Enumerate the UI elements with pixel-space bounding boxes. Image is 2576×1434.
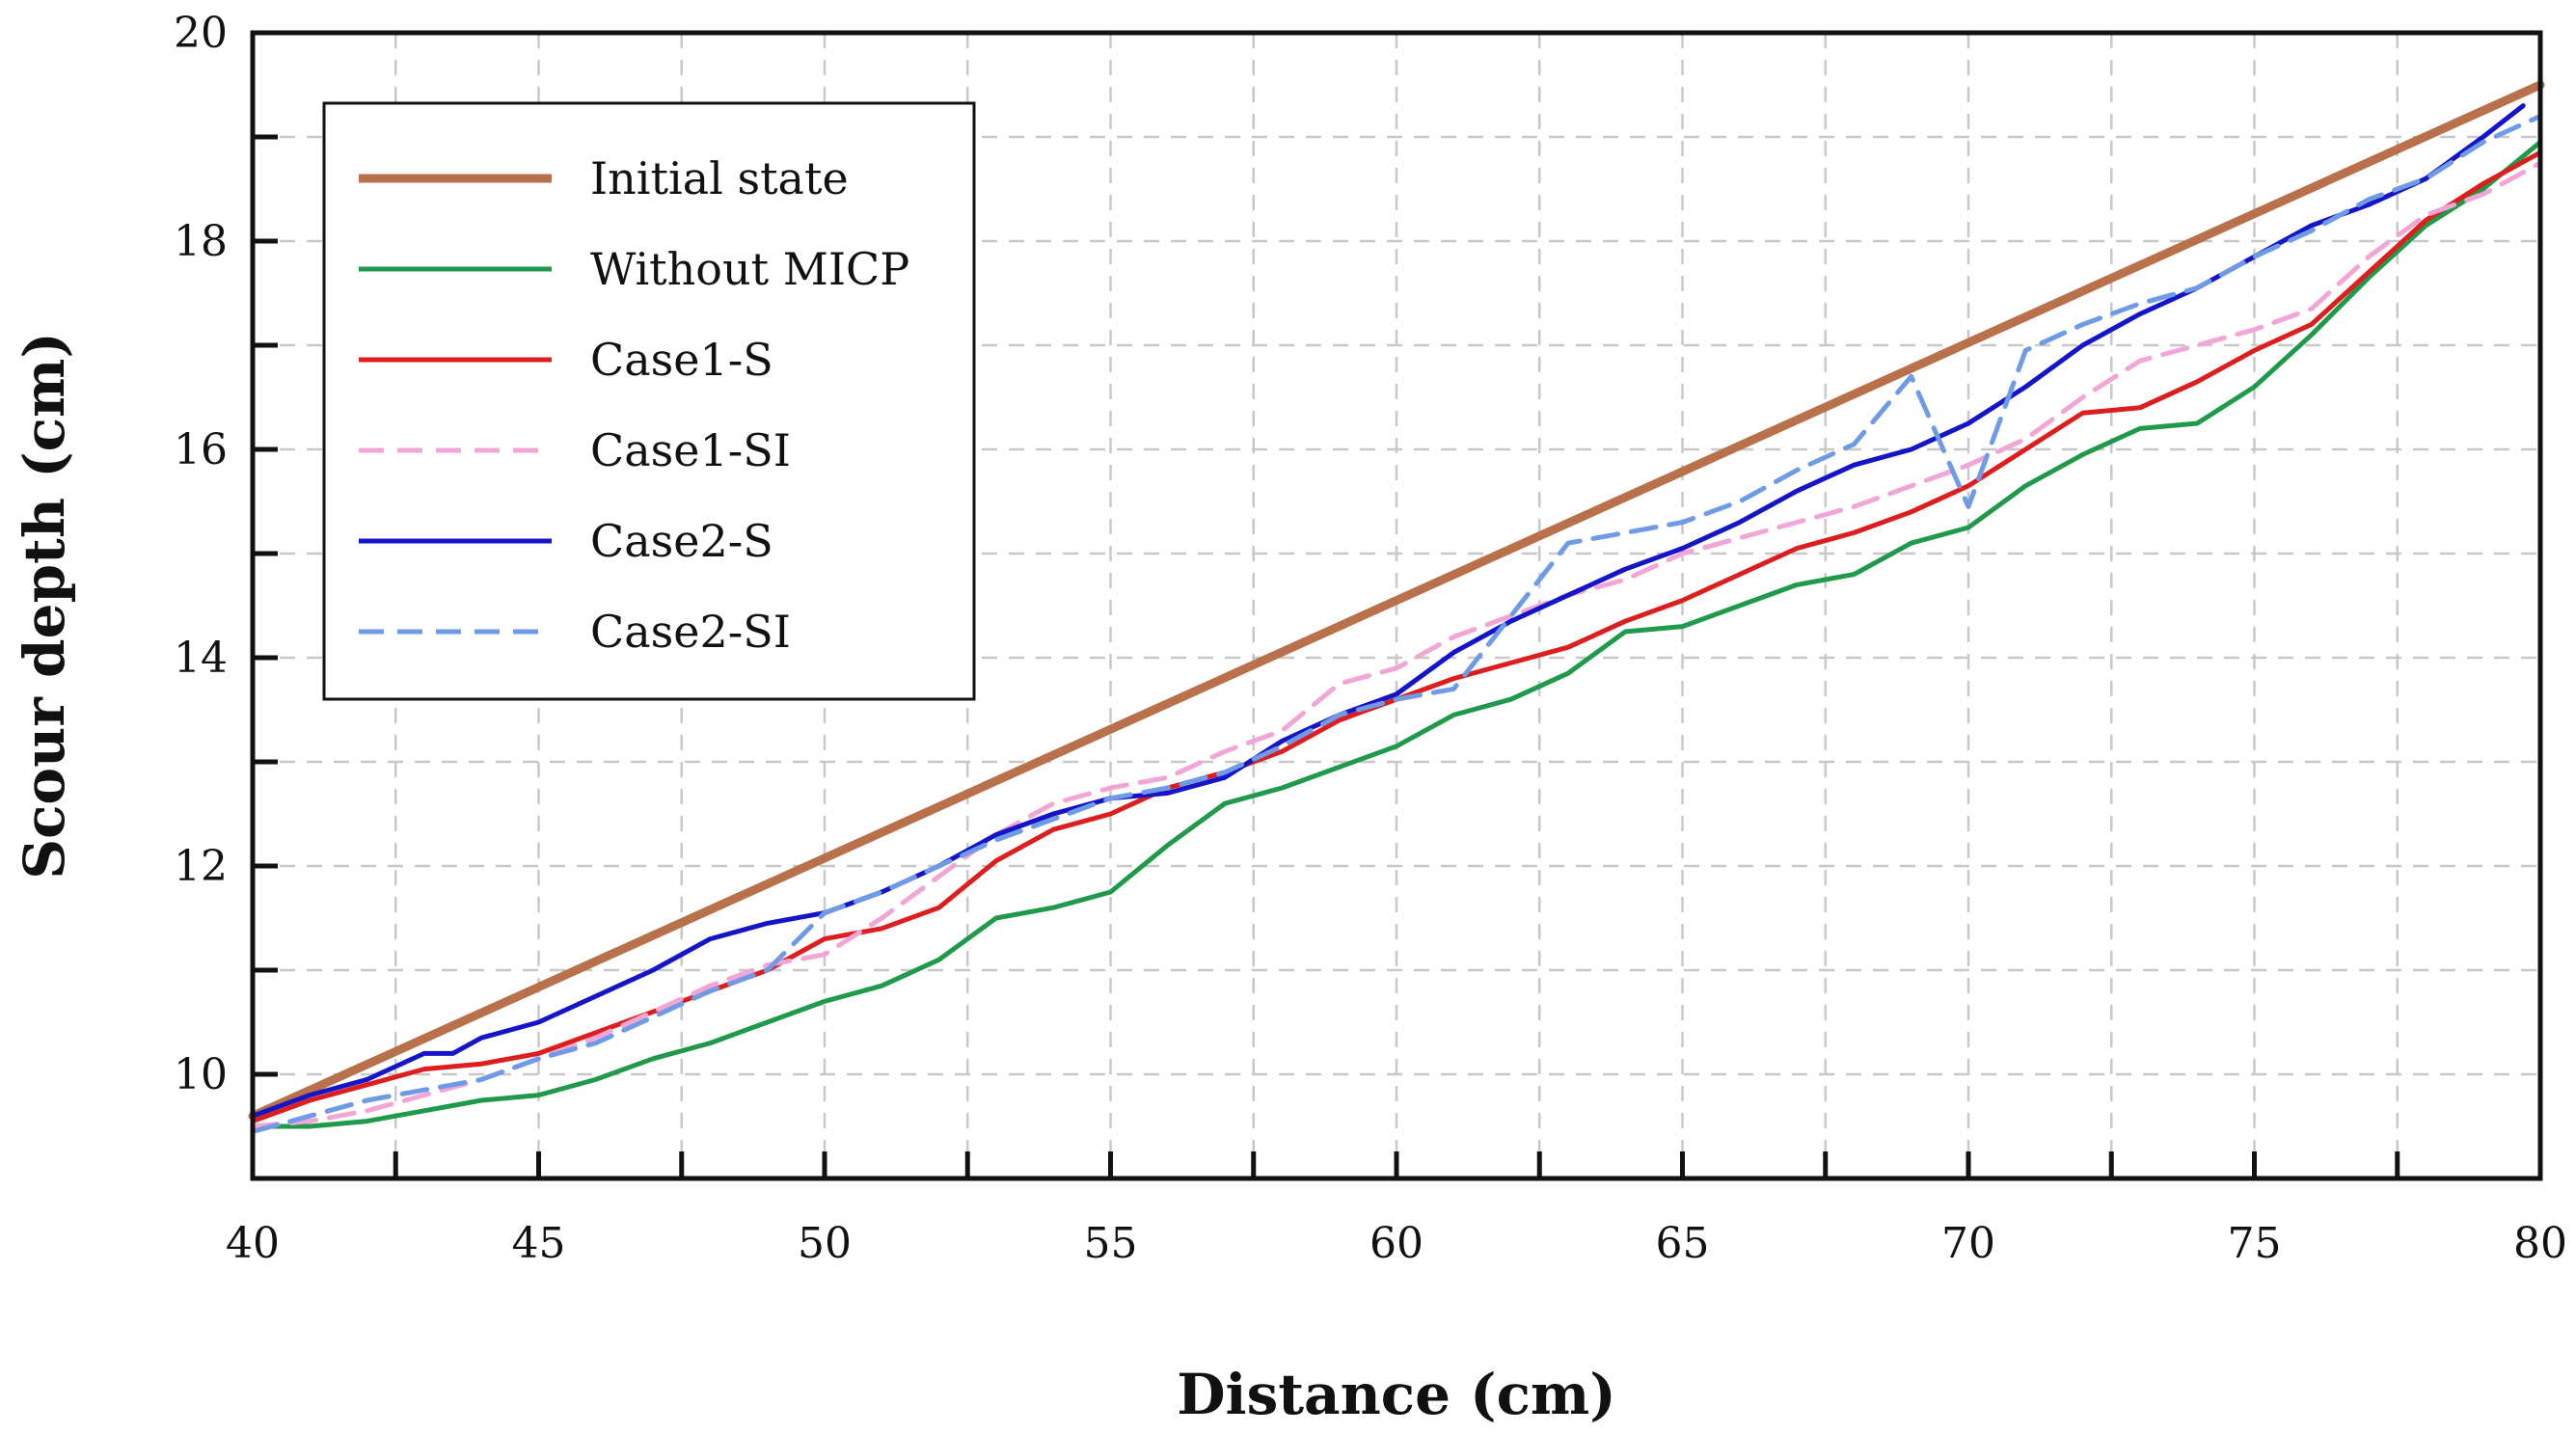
y-tick-label: 18 <box>174 217 228 266</box>
series-line-without-micp <box>250 139 2543 1129</box>
x-tick-label: 50 <box>798 1219 852 1268</box>
y-tick-label: 16 <box>174 425 228 474</box>
x-tick-label: 45 <box>512 1219 566 1268</box>
series-line-case2-s <box>250 103 2526 1119</box>
legend-label-case1-s: Case1-S <box>590 334 773 386</box>
legend-label-case2-s: Case2-S <box>590 515 773 567</box>
x-tick-label: 55 <box>1084 1219 1138 1268</box>
y-axis-title: Scour depth (cm) <box>12 332 77 879</box>
series-line-case1-si <box>250 160 2543 1129</box>
y-tick-label: 14 <box>174 634 228 683</box>
x-tick-label: 75 <box>2228 1219 2282 1268</box>
series-lines <box>248 80 2545 1134</box>
x-tick-label: 60 <box>1369 1219 1424 1268</box>
legend-label-without-micp: Without MICP <box>590 243 909 295</box>
y-tick-label: 12 <box>174 842 228 891</box>
y-tick-label: 10 <box>174 1050 228 1099</box>
x-tick-label: 65 <box>1656 1219 1710 1268</box>
axis-ticks: 40 45 50 55 60 65 70 75 80 10 12 14 16 18 20 <box>174 9 2567 1268</box>
x-tick-label: 80 <box>2513 1219 2567 1268</box>
legend-box <box>322 101 976 701</box>
y-tick-label: 20 <box>174 9 228 58</box>
series-line-case2-si <box>250 113 2543 1134</box>
legend: Initial state Without MICP Case1-S Case1-SI… <box>322 101 976 701</box>
x-tick-label: 70 <box>1941 1219 1995 1268</box>
series-line-initial-state <box>248 80 2545 1121</box>
grid <box>253 33 2540 1178</box>
legend-label-case2-si: Case2-SI <box>590 606 791 658</box>
legend-label-initial-state: Initial state <box>590 152 849 204</box>
x-tick-label: 40 <box>226 1219 280 1268</box>
x-axis-title: Distance (cm) <box>1177 1362 1616 1427</box>
legend-label-case1-si: Case1-SI <box>590 424 791 476</box>
